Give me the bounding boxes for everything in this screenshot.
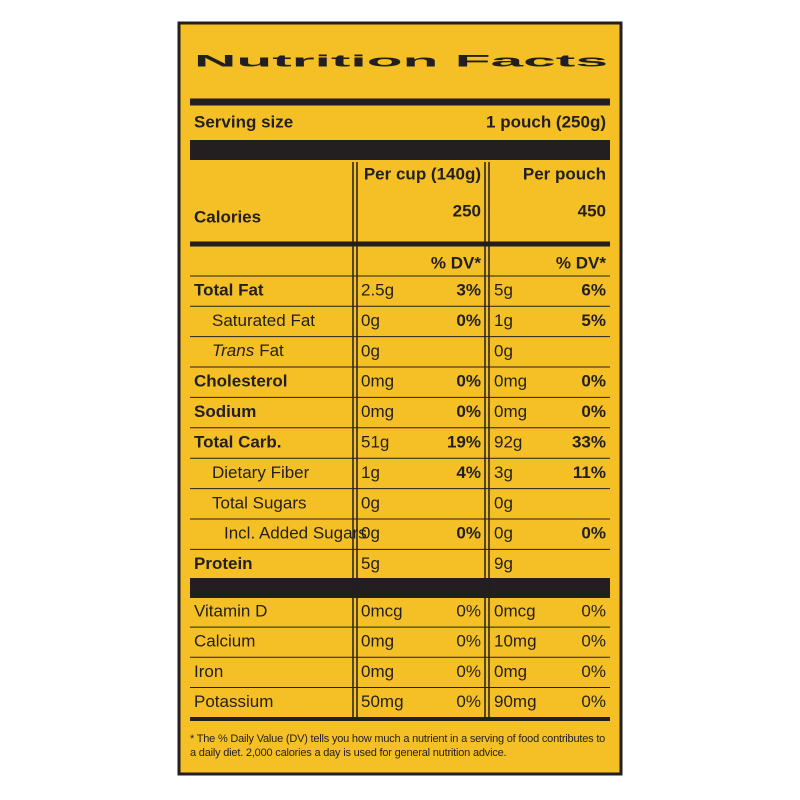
nutrient-name-rest: Fat: [259, 341, 284, 360]
amount: 0g: [361, 311, 380, 330]
amount: 10mg: [494, 632, 537, 651]
amount: 0mg: [494, 662, 527, 681]
thick-bar: [190, 578, 610, 598]
daily-value: 0%: [581, 524, 606, 543]
daily-value: 0%: [581, 372, 606, 391]
amount: 51g: [361, 432, 389, 451]
daily-value: 0%: [456, 601, 481, 620]
amount: 0mg: [361, 372, 394, 391]
daily-value: 0%: [456, 632, 481, 651]
calories-value: 250: [453, 201, 481, 220]
amount: 1g: [361, 463, 380, 482]
nutrient-name: Calcium: [194, 632, 255, 651]
nutrient-name: Incl. Added Sugars: [224, 524, 367, 543]
daily-value: 0%: [581, 632, 606, 651]
title: Nutrition Facts: [194, 51, 608, 70]
nutrient-name: Total Carb.: [194, 432, 282, 451]
amount: 0mcg: [494, 601, 536, 620]
serving-value: 1 pouch (250g): [486, 112, 606, 131]
amount: 0mg: [361, 402, 394, 421]
nutrient-name: Vitamin D: [194, 601, 267, 620]
amount: 5g: [361, 554, 380, 573]
amount: 1g: [494, 311, 513, 330]
dv-heading: % DV*: [556, 253, 606, 272]
amount: 0g: [494, 493, 513, 512]
label-box: [177, 21, 623, 776]
nutrient-name: Saturated Fat: [212, 311, 315, 330]
daily-value: 0%: [456, 372, 481, 391]
amount: 9g: [494, 554, 513, 573]
daily-value: 0%: [581, 662, 606, 681]
daily-value: 3%: [456, 280, 481, 299]
daily-value: 4%: [456, 463, 481, 482]
nutrient-name: Trans Fat: [212, 341, 284, 360]
amount: 0mg: [361, 662, 394, 681]
daily-value: 0%: [456, 402, 481, 421]
daily-value: 11%: [573, 463, 606, 482]
dv-heading: % DV*: [431, 253, 481, 272]
amount: 90mg: [494, 692, 537, 711]
footnote: * The % Daily Value (DV) tells you how m…: [190, 733, 606, 759]
nutrient-name: Cholesterol: [194, 372, 288, 391]
amount: 92g: [494, 432, 522, 451]
daily-value: 5%: [581, 311, 606, 330]
amount: 0g: [494, 341, 513, 360]
daily-value: 0%: [456, 311, 481, 330]
amount: 50mg: [361, 692, 404, 711]
nutrient-name: Protein: [194, 554, 253, 573]
amount: 0g: [494, 524, 513, 543]
nutrient-name-italic: Trans: [212, 341, 255, 360]
daily-value: 0%: [581, 402, 606, 421]
daily-value: 6%: [581, 280, 606, 299]
amount: 0mcg: [361, 601, 403, 620]
daily-value: 0%: [581, 601, 606, 620]
amount: 0mg: [361, 632, 394, 651]
amount: 0g: [361, 493, 380, 512]
daily-value: 19%: [447, 432, 481, 451]
daily-value: 33%: [572, 432, 606, 451]
column-heading: Per cup (140g): [364, 164, 481, 183]
daily-value: 0%: [581, 692, 606, 711]
thick-bar: [190, 140, 610, 160]
calories-label: Calories: [194, 207, 261, 226]
nutrient-name: Total Fat: [194, 280, 264, 299]
amount: 3g: [494, 463, 513, 482]
daily-value: 0%: [456, 692, 481, 711]
amount: 0g: [361, 524, 380, 543]
daily-value: 0%: [456, 662, 481, 681]
amount: 0mg: [494, 402, 527, 421]
nutrient-name: Iron: [194, 662, 223, 681]
amount: 2.5g: [361, 280, 394, 299]
amount: 0g: [361, 341, 380, 360]
nutrient-name: Total Sugars: [212, 493, 307, 512]
nutrient-name: Sodium: [194, 402, 256, 421]
amount: 5g: [494, 280, 513, 299]
amount: 0mg: [494, 372, 527, 391]
column-heading: Per pouch: [523, 164, 606, 183]
nutrient-name: Potassium: [194, 692, 273, 711]
daily-value: 0%: [456, 524, 481, 543]
calories-value: 450: [578, 201, 606, 220]
serving-label: Serving size: [194, 112, 293, 131]
nutrient-name: Dietary Fiber: [212, 463, 310, 482]
